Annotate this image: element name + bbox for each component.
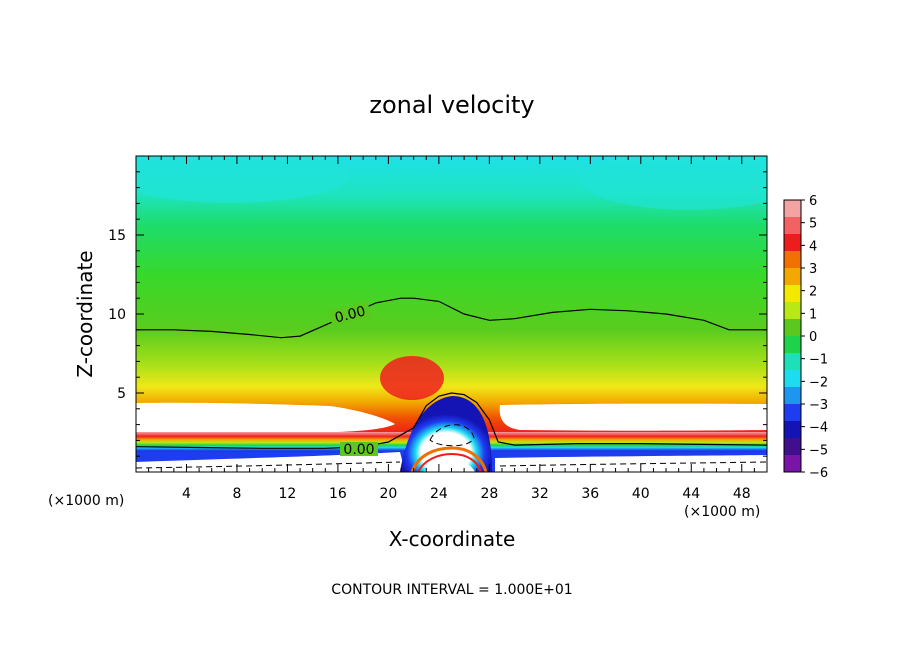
- velocity-field: [136, 156, 767, 472]
- colorbar-swatch: [784, 387, 801, 405]
- y-tick-label: 10: [108, 307, 126, 323]
- dashed-contour-right: [499, 461, 767, 467]
- colorbar-label: −4: [809, 421, 828, 436]
- colorbar-swatch: [784, 302, 801, 320]
- x-tick-label: 8: [232, 486, 241, 502]
- colorbar-label: 0: [809, 330, 817, 345]
- contour-label-bg-lower: [340, 442, 378, 456]
- colorbar-swatch: [784, 251, 801, 269]
- x-tick-label: 16: [329, 486, 347, 502]
- hill-red-ring: [417, 452, 482, 472]
- colorbar-swatch: [784, 455, 801, 473]
- zero-contour-upper: [136, 297, 767, 339]
- red-plume: [380, 356, 444, 400]
- colorbar-swatch: [784, 336, 801, 354]
- colorbar-swatch: [784, 421, 801, 439]
- x-tick-label: 36: [581, 486, 599, 502]
- colorbar-label: −3: [809, 398, 828, 413]
- white-band-left: [136, 402, 395, 433]
- x-tick-label: 24: [430, 486, 448, 502]
- colorbar-label: −6: [809, 466, 828, 481]
- colorbar-label: 5: [809, 217, 817, 232]
- colorbar-swatch: [784, 200, 801, 218]
- x-tick-label: 32: [531, 486, 549, 502]
- colorbar-swatch: [784, 285, 801, 303]
- colorbar-swatch: [784, 404, 801, 422]
- x-tick-label: 4: [182, 486, 191, 502]
- x-tick-label: 40: [632, 486, 650, 502]
- colorbar-swatch: [784, 353, 801, 371]
- colorbar-swatch: [784, 370, 801, 388]
- x-tick-label: 28: [480, 486, 498, 502]
- x-tick-label: 12: [279, 486, 297, 502]
- x-tick-label: 20: [379, 486, 397, 502]
- dashed-contour-hill: [429, 424, 475, 447]
- colorbar-swatch: [784, 217, 801, 235]
- y-tick-label: 15: [108, 228, 126, 244]
- colorbar-label: 3: [809, 262, 817, 277]
- x-axis-label: X-coordinate: [389, 527, 516, 551]
- colorbar-label: 2: [809, 285, 817, 300]
- colorbar-label: 1: [809, 307, 817, 322]
- x-unit-left: (×1000 m): [48, 493, 124, 509]
- contour-label-upper: 0.00: [333, 303, 367, 326]
- cyan-pocket-right: [580, 156, 767, 210]
- colorbar-swatch: [784, 319, 801, 337]
- colorbar-swatch: [784, 438, 801, 456]
- hill-white-core: [424, 460, 475, 472]
- zero-contour-lower: [136, 392, 767, 449]
- colorbar-swatch: [784, 234, 801, 252]
- cyan-pocket-left: [136, 156, 350, 203]
- colorbar-swatch: [784, 268, 801, 286]
- contour-label-lower: 0.00: [343, 442, 374, 458]
- colorbar-label: 4: [809, 239, 817, 254]
- chart-title: zonal velocity: [369, 91, 534, 119]
- y-axis-label: Z-coordinate: [73, 250, 97, 377]
- colorbar-label: 6: [809, 194, 817, 209]
- colorbar-label: −5: [809, 443, 828, 458]
- y-tick-label: 5: [117, 386, 126, 402]
- colorbar-label: −1: [809, 353, 828, 368]
- x-unit-right: (×1000 m): [684, 504, 760, 520]
- contour-interval-note: CONTOUR INTERVAL = 1.000E+01: [331, 582, 572, 598]
- hill-orange-ring: [410, 446, 488, 472]
- white-band-right: [499, 403, 767, 431]
- dashed-contour-left: [136, 461, 401, 469]
- colorbar: 6 5 4 3 2 1 0 −1 −2 −3 −4 −5 −6: [783, 194, 828, 481]
- x-tick-label: 48: [733, 486, 751, 502]
- contour-label-bg-upper: [328, 301, 372, 327]
- colorbar-label: −2: [809, 375, 828, 390]
- x-tick-label: 44: [682, 486, 700, 502]
